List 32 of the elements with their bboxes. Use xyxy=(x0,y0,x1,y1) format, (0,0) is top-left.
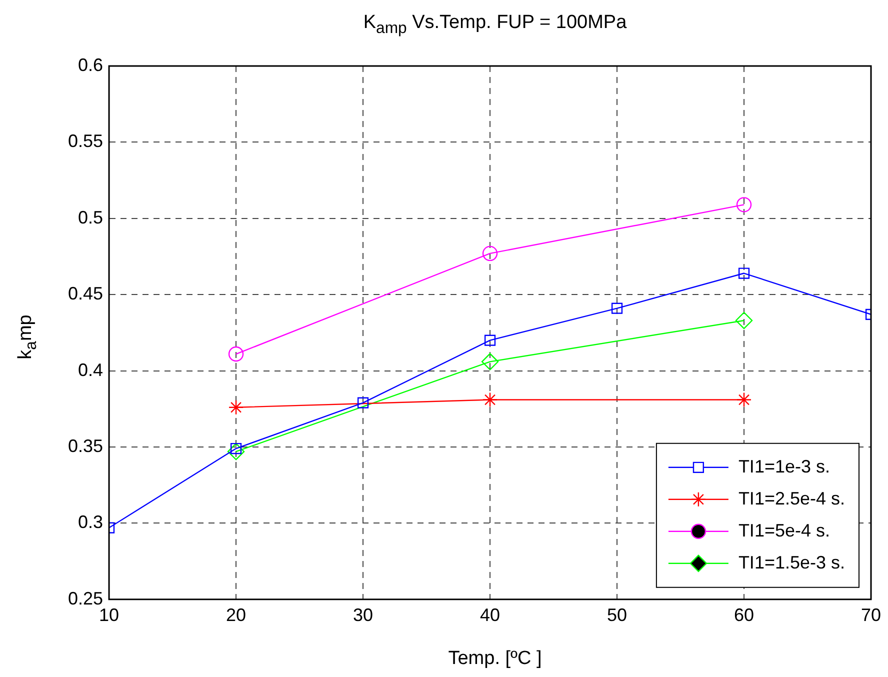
x-tick-label: 60 xyxy=(734,605,754,626)
x-tick-label: 30 xyxy=(353,605,374,626)
point xyxy=(482,392,498,408)
y-tick-label: 0.3 xyxy=(78,512,104,532)
point xyxy=(484,334,496,346)
point xyxy=(735,312,753,330)
y-tick-label: 0.4 xyxy=(78,360,104,380)
point xyxy=(357,397,369,408)
point xyxy=(611,302,623,314)
legend-label: TI1=1.5e-3 s. xyxy=(738,552,846,572)
x-tick-label: 20 xyxy=(226,605,246,626)
point xyxy=(736,197,752,212)
y-tick-label: 0.45 xyxy=(68,284,104,304)
x-tick-label: 50 xyxy=(606,605,628,626)
legend-label: TI1=1e-3 s. xyxy=(738,456,830,476)
point xyxy=(736,392,752,408)
y-tick-label: 0.35 xyxy=(68,436,104,456)
legend-label: TI1=2.5e-4 s. xyxy=(738,488,846,508)
x-tick-label: 70 xyxy=(860,605,882,626)
x-tick-label: 40 xyxy=(480,605,500,626)
point xyxy=(481,353,499,370)
y-tick-label: 0.55 xyxy=(68,131,104,152)
point xyxy=(227,442,245,460)
y-tick-label: 0.5 xyxy=(78,207,104,228)
y-tick-label: 0.6 xyxy=(78,54,104,75)
legend-label: TI1=5e-4 s. xyxy=(738,520,830,540)
point xyxy=(228,400,244,415)
point xyxy=(228,346,244,362)
x-axis-title: Temp. [ºC ] xyxy=(447,648,543,670)
point xyxy=(738,268,750,279)
chart-title: K$_{amp}$ Vs.Temp. FUP = 100MPa xyxy=(362,12,628,38)
point xyxy=(482,246,498,262)
